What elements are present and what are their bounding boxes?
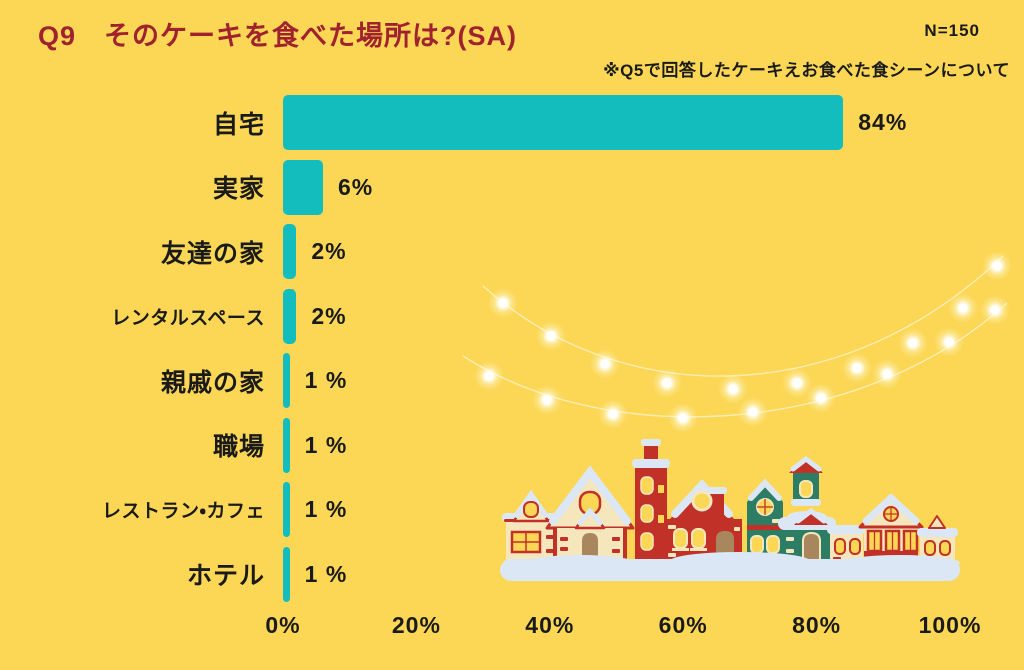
x-axis-tick: 60%: [658, 612, 708, 638]
string-lights-illustration: [462, 251, 1012, 433]
chart-row: レストラン・カフェ 1 %: [0, 482, 1024, 537]
value-label: 1 %: [304, 496, 348, 522]
bar: [283, 288, 297, 344]
x-axis: 0% 20% 40% 60% 80% 100%: [265, 612, 983, 646]
value-label: 6%: [338, 173, 374, 200]
category-label: ホテル: [186, 562, 265, 590]
x-axis-tick: 80%: [792, 612, 842, 638]
bar: [283, 353, 290, 408]
value-label: 1 %: [304, 431, 348, 458]
x-axis-tick: 0%: [265, 612, 301, 638]
category-label: 実家: [212, 175, 265, 203]
footnote: ※Q5で回答したケーキえお食べた食シーンについて: [603, 61, 1010, 80]
bar: [283, 159, 324, 215]
bar-chart: 自宅 84% 実家 6% 友達の家 2% レンタルスペース 2% 親戚の家 1 % 職場 1 % レスト…: [0, 95, 1024, 615]
category-label: レストラン・カフェ: [102, 501, 265, 522]
value-label: 84%: [858, 109, 908, 135]
chart-row: ホテル 1 %: [0, 546, 1024, 602]
house-green-tall: [747, 478, 783, 562]
bar: [283, 546, 290, 602]
x-axis-tick: 100%: [918, 612, 982, 638]
chart-row: 親戚の家 1 %: [0, 353, 1024, 408]
light-bulbs: [474, 251, 1012, 433]
house-red-tower: [632, 439, 670, 562]
bar: [283, 95, 844, 150]
chart-row: 実家 6%: [0, 159, 1024, 215]
house-cream-small-left: [502, 489, 560, 562]
sample-size: N=150: [924, 21, 980, 40]
category-label: 親戚の家: [160, 368, 265, 397]
category-label: 職場: [212, 433, 265, 461]
village-illustration: [500, 439, 960, 581]
bar: [283, 482, 290, 537]
house-cream-small-mid: [827, 525, 866, 562]
page-title: Q9 そのケーキを食べた場所は?(SA): [38, 21, 517, 51]
chart-row: 自宅 84%: [0, 95, 1024, 150]
bar: [283, 224, 297, 279]
chart-row: 職場 1 %: [0, 417, 1024, 473]
chart-row: レンタルスペース 2%: [0, 288, 1024, 344]
chart-row: 友達の家 2%: [0, 224, 1024, 279]
category-label: 友達の家: [160, 239, 265, 268]
value-label: 1 %: [304, 560, 348, 587]
category-label: 自宅: [212, 110, 265, 139]
house-cream-pediment: [858, 493, 924, 562]
value-label: 2%: [311, 302, 347, 329]
value-label: 1 %: [304, 367, 348, 393]
value-label: 2%: [311, 238, 347, 264]
house-cream-large: [545, 465, 635, 562]
bar: [283, 417, 290, 473]
x-axis-tick: 20%: [391, 612, 441, 638]
snow-ground: [500, 552, 960, 581]
category-label: レンタルスペース: [111, 307, 265, 329]
x-axis-tick: 40%: [525, 612, 575, 638]
